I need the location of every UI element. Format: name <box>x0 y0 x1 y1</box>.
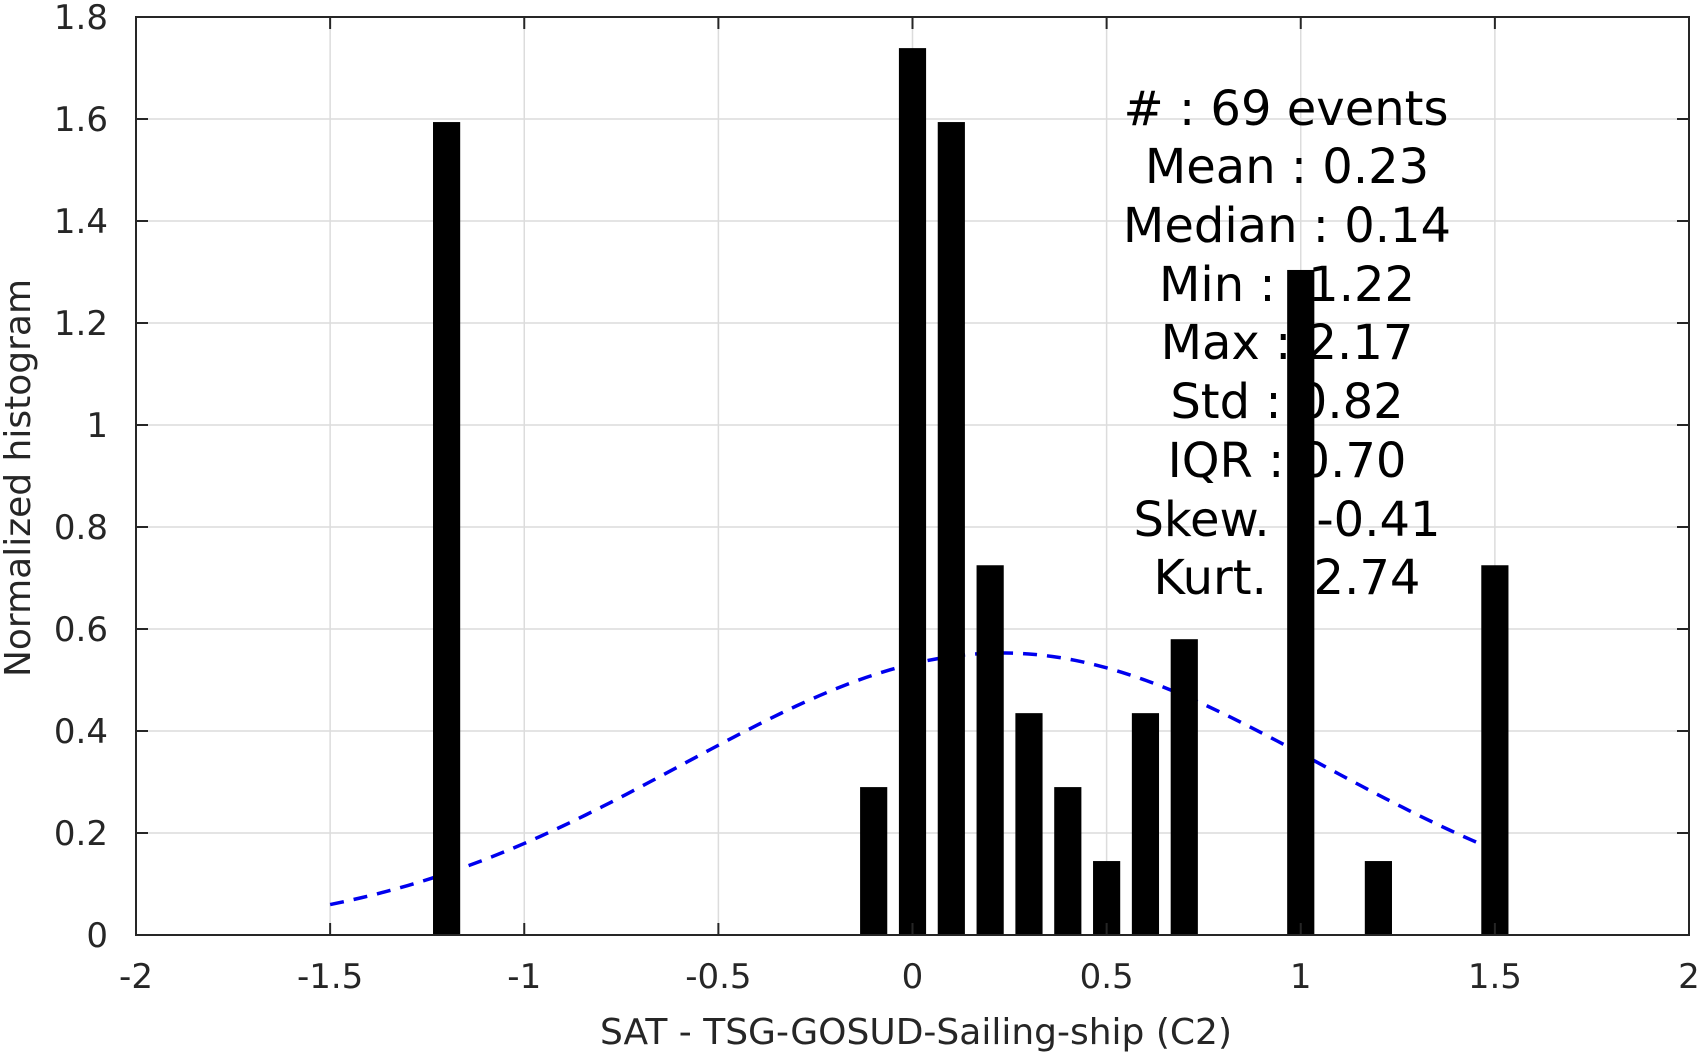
statistics-annotation: # : 69 events Mean : 0.23 Median : 0.14 … <box>1123 81 1451 606</box>
x-tick-label: -1 <box>507 957 541 997</box>
stat-max: Max : 2.17 <box>1161 315 1414 371</box>
stat-median: Median : 0.14 <box>1123 198 1451 254</box>
stat-kurtosis: Kurt. : 2.74 <box>1154 550 1421 606</box>
bars <box>433 48 1509 936</box>
y-tick-label: 1.2 <box>54 304 108 344</box>
y-tick-label: 1 <box>86 406 108 446</box>
stat-skewness: Skew. : -0.41 <box>1133 492 1440 548</box>
axes <box>135 16 1690 936</box>
stat-min: Min : -1.22 <box>1159 257 1415 313</box>
x-tick-labels: -2 -1.5 -1 -0.5 0 0.5 1 1.5 2 <box>119 957 1700 997</box>
x-tick-label: -1.5 <box>297 957 363 997</box>
y-axis-title: Normalized histogram <box>0 279 39 677</box>
histogram-bar <box>1364 861 1392 935</box>
stat-std: Std : 0.82 <box>1170 374 1403 430</box>
histogram-bar <box>976 565 1004 935</box>
histogram-bar <box>1170 639 1198 935</box>
y-tick-labels: 0 0.2 0.4 0.6 0.8 1 1.2 1.4 1.6 1.8 <box>54 0 108 956</box>
x-tick-label: -2 <box>119 957 153 997</box>
x-axis-title: SAT - TSG-GOSUD-Sailing-ship (C2) <box>600 1012 1232 1053</box>
stat-count: # : 69 events <box>1124 81 1449 137</box>
y-tick-label: 1.8 <box>54 0 108 38</box>
histogram-bar <box>1131 713 1160 935</box>
histogram-bar <box>898 48 927 936</box>
x-tick-label: 0 <box>902 957 924 997</box>
x-tick-label: 2 <box>1678 957 1700 997</box>
histogram-bar <box>1093 861 1121 935</box>
histogram-bar <box>433 122 461 935</box>
y-tick-label: 1.4 <box>54 202 108 242</box>
histogram-bar <box>937 122 965 935</box>
histogram-bar <box>1287 269 1315 936</box>
stat-iqr: IQR : 0.70 <box>1168 433 1407 489</box>
histogram-bar <box>1054 787 1082 935</box>
y-tick-label: 0.4 <box>54 712 108 752</box>
y-tick-label: 1.6 <box>54 100 108 140</box>
y-tick-label: 0 <box>86 916 108 956</box>
stat-mean: Mean : 0.23 <box>1145 139 1429 195</box>
y-tick-label: 0.6 <box>54 610 108 650</box>
y-tick-label: 0.2 <box>54 814 108 854</box>
y-tick-label: 0.8 <box>54 508 108 548</box>
histogram-bar <box>1015 713 1043 935</box>
histogram-bar <box>1481 565 1509 935</box>
x-tick-label: -0.5 <box>685 957 751 997</box>
histogram-bar <box>860 787 888 935</box>
x-tick-label: 1.5 <box>1468 957 1522 997</box>
x-tick-label: 0.5 <box>1080 957 1134 997</box>
x-tick-label: 1 <box>1290 957 1312 997</box>
